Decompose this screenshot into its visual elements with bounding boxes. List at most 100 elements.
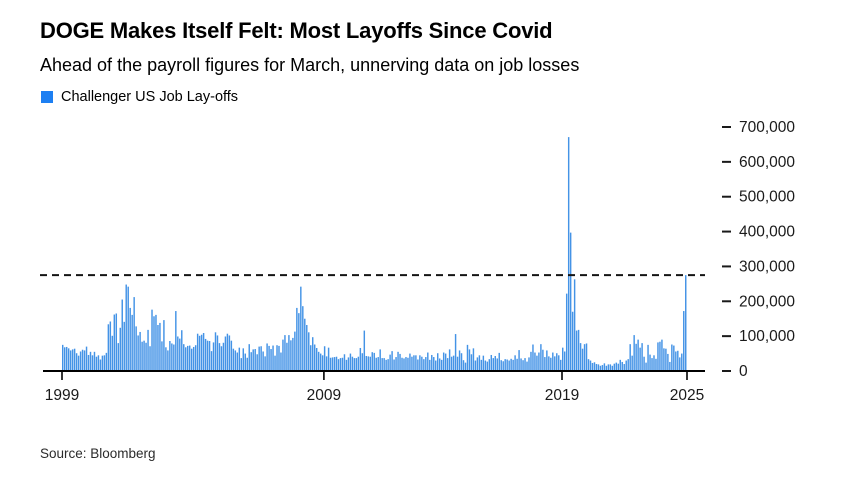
bar [323, 346, 326, 371]
bar [667, 353, 669, 371]
bar [478, 355, 481, 371]
bar [623, 364, 625, 371]
bar [512, 359, 514, 371]
bar [605, 365, 608, 371]
bar [192, 346, 195, 371]
bar [77, 355, 80, 371]
bar [121, 299, 123, 371]
legend: Challenger US Job Lay-offs [41, 89, 238, 105]
bar [609, 364, 612, 371]
bar [468, 349, 471, 371]
bar [629, 344, 631, 371]
bar [593, 362, 596, 371]
bar [153, 316, 155, 371]
bar [367, 356, 370, 371]
bar [270, 349, 272, 371]
legend-series-label: Challenger US Job Lay-offs [61, 89, 239, 105]
bar [181, 330, 183, 371]
bar [163, 320, 165, 371]
bar [425, 357, 427, 371]
bar [145, 342, 147, 371]
bar [546, 350, 548, 371]
bar [480, 359, 483, 371]
bar [504, 359, 506, 371]
bar [85, 346, 88, 371]
y-tick-label: 700,000 [739, 119, 795, 136]
bar [125, 284, 127, 371]
bar [635, 343, 637, 371]
bar [262, 351, 264, 371]
bar [345, 359, 348, 371]
bar [516, 358, 518, 371]
bar [167, 350, 169, 371]
bar [159, 322, 161, 371]
bar [286, 342, 288, 371]
bar [421, 356, 423, 371]
bar [387, 359, 389, 371]
bar [677, 350, 679, 371]
bar [575, 330, 578, 371]
y-tick-label: 300,000 [739, 258, 795, 275]
bar [349, 353, 352, 371]
bar [264, 356, 266, 371]
bar [683, 311, 685, 371]
bar [313, 344, 316, 371]
bar [308, 332, 310, 371]
bar [401, 357, 403, 371]
bar [101, 355, 104, 371]
bar [663, 348, 665, 371]
bar [147, 329, 149, 371]
bar [383, 358, 385, 371]
bar [611, 365, 614, 371]
bar [391, 351, 393, 371]
bar [93, 351, 96, 371]
bar [375, 357, 377, 371]
bar [472, 348, 475, 371]
bar [587, 359, 590, 371]
bar [62, 344, 64, 371]
bar [208, 341, 211, 371]
x-tick-label: 2025 [670, 387, 704, 404]
bar [444, 353, 447, 371]
bar [250, 352, 252, 371]
bar [363, 330, 366, 371]
bar [399, 353, 401, 371]
bar [637, 339, 639, 371]
bar [496, 358, 498, 371]
bar [119, 327, 121, 371]
y-tick-label: 200,000 [739, 293, 795, 310]
bar [438, 358, 441, 371]
bar [302, 306, 304, 371]
bar [460, 353, 463, 371]
bar [117, 343, 120, 371]
bar [665, 348, 667, 371]
bar [577, 329, 580, 371]
bar [542, 349, 544, 371]
bar [407, 357, 409, 371]
bar [230, 340, 233, 371]
bar [351, 356, 354, 371]
bar [321, 355, 324, 371]
bar [440, 359, 443, 371]
y-tick-label: 100,000 [739, 328, 795, 345]
bar [417, 359, 419, 371]
bar [389, 354, 391, 371]
x-tick-label: 2019 [545, 387, 579, 404]
bar [165, 347, 167, 371]
bar [161, 341, 163, 371]
bar [603, 363, 606, 371]
bar [95, 356, 98, 371]
bar [371, 352, 373, 371]
bar [200, 334, 203, 371]
bar [179, 338, 181, 371]
chart-title: DOGE Makes Itself Felt: Most Layoffs Sin… [40, 18, 553, 43]
bar [204, 338, 207, 371]
bar [514, 355, 516, 371]
bar [571, 311, 574, 371]
bar [341, 357, 344, 371]
bar [534, 352, 536, 371]
bar [196, 333, 199, 371]
bar [395, 357, 397, 371]
bar [240, 358, 243, 371]
